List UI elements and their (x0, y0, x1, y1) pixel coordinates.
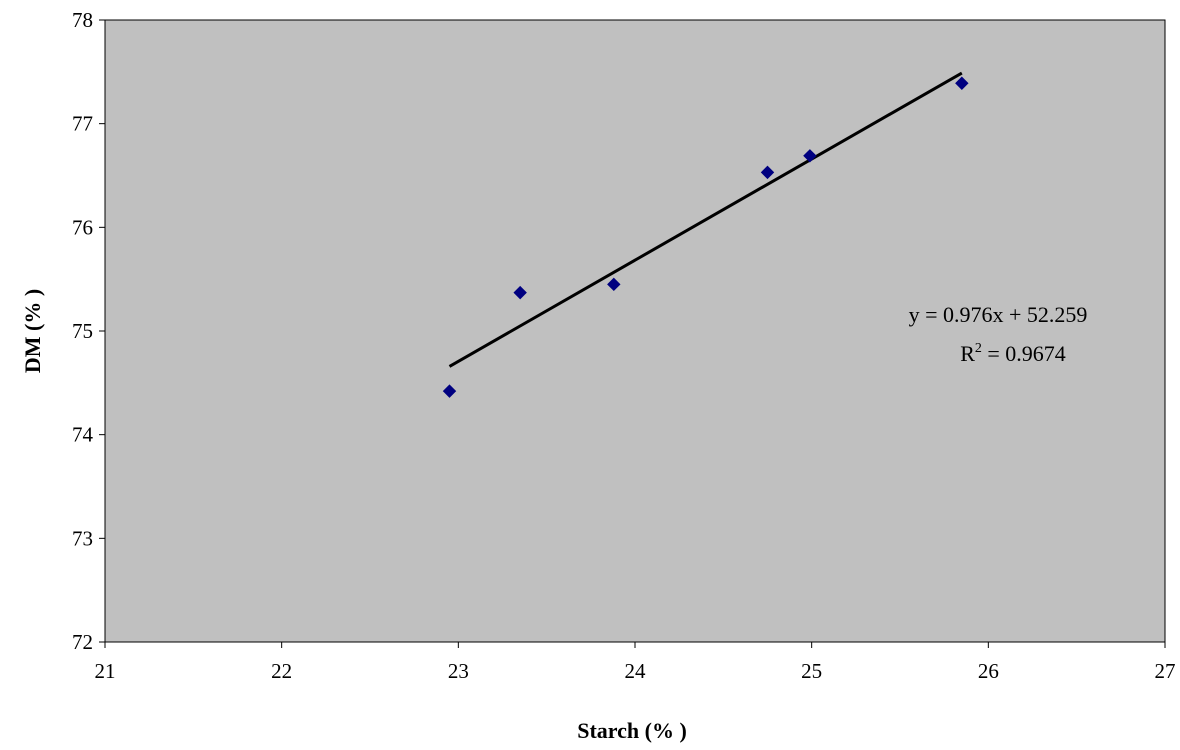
y-tick-label: 77 (72, 112, 93, 136)
x-tick-label: 23 (448, 659, 469, 683)
data-point (803, 149, 817, 163)
x-tick-label: 26 (978, 659, 999, 683)
x-tick-label: 21 (95, 659, 116, 683)
y-tick-label: 75 (72, 319, 93, 343)
data-point (955, 76, 969, 90)
data-point (607, 277, 621, 292)
x-axis-title: Starch (% ) (577, 718, 687, 743)
x-axis-ticks: 21 22 23 24 25 26 27 (95, 642, 1176, 683)
data-point (760, 165, 775, 180)
y-tick-label: 73 (72, 526, 93, 550)
y-axis-title: DM (% ) (20, 289, 45, 373)
x-tick-label: 22 (271, 659, 292, 683)
trendline (448, 71, 963, 368)
y-tick-label: 76 (72, 215, 93, 239)
equation-label: y = 0.976x + 52.259 (909, 302, 1088, 327)
x-tick-label: 27 (1155, 659, 1176, 683)
y-tick-label: 74 (72, 423, 94, 447)
x-tick-label: 24 (625, 659, 647, 683)
y-tick-label: 72 (72, 630, 93, 654)
plot-area (104, 19, 1166, 643)
data-points (442, 76, 969, 398)
data-point (513, 285, 527, 300)
y-axis-ticks: 72 73 74 75 76 77 78 (72, 8, 105, 654)
trendline-group (448, 71, 963, 368)
y-tick-label: 78 (72, 8, 93, 32)
r-squared-label: R2 = 0.9674 (960, 341, 1066, 366)
data-point (442, 384, 457, 398)
x-tick-label: 25 (801, 659, 822, 683)
